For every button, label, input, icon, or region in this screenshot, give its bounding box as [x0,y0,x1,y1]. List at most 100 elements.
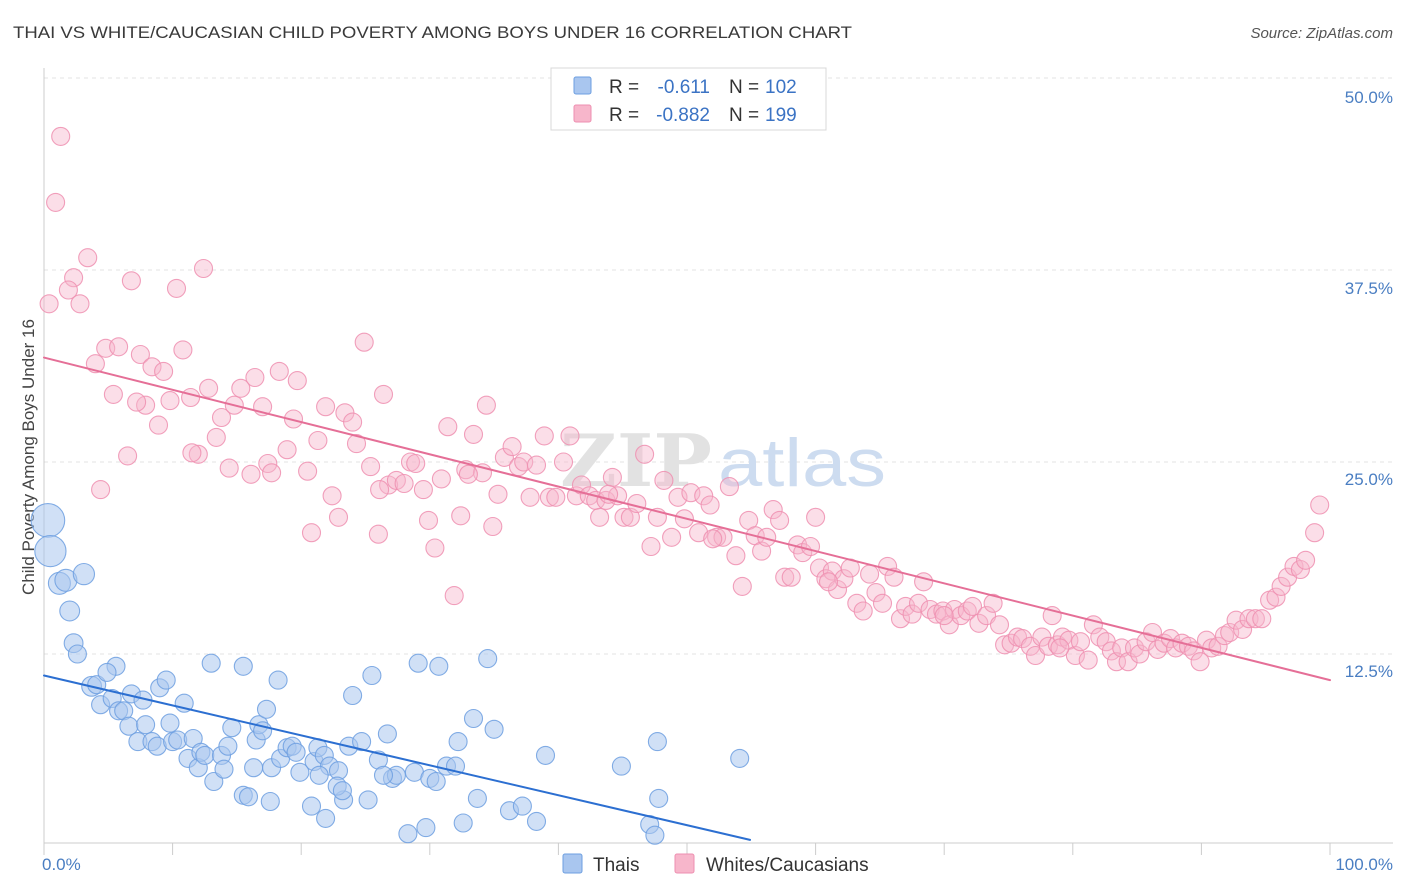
whites-point [431,469,451,489]
whites-point [316,397,336,417]
whites-point [219,458,239,478]
whites-point [983,593,1003,613]
source-label: Source: ZipAtlas.com [1250,25,1393,42]
thais-point [467,788,487,808]
thais-point [218,736,238,756]
thais-point [286,742,306,762]
thais-point [426,771,446,792]
stats-n-label: N = [729,105,759,126]
whites-point [781,567,801,587]
thais-point [478,649,498,669]
thais-point [290,762,310,782]
whites-point [726,546,746,566]
thais-point [377,724,397,744]
whites-point [818,572,839,592]
whites-point [526,455,547,475]
whites-point [181,387,201,408]
whites-point [262,463,282,483]
whites-point [51,126,71,146]
whites-point [199,378,219,398]
thais-point [256,699,277,719]
whites-point [130,344,150,365]
thais-point [67,644,87,664]
thais-point [260,791,280,812]
stats-swatch-whites [573,104,592,123]
whites-point [902,604,922,624]
whites-point [1025,645,1046,666]
whites-point [641,536,661,557]
watermark-atlas-text: atlas [718,425,886,501]
y-tick-label-50: 50.0% [1345,88,1393,107]
whites-point [458,464,478,484]
whites-point [160,391,180,411]
stats-r-value: -0.882 [656,105,710,126]
y-tick-label-12-5: 12.5% [1345,662,1393,681]
thais-point [358,790,378,810]
thais-point [730,748,750,768]
thais-point [204,771,224,792]
stats-r-value: -0.611 [658,77,710,98]
thais-point [526,811,547,831]
whites-point [732,576,752,596]
whites-point [770,510,790,530]
whites-point [148,415,169,435]
whites-point [394,473,414,494]
whites-point [872,593,893,613]
whites-point [64,268,84,288]
thais-point [59,600,81,622]
thais-point [233,656,253,676]
whites-point [182,443,202,463]
whites-point [451,506,471,526]
stats-legend-box [550,67,827,131]
whites-point [206,427,226,447]
stats-swatch-thais [573,76,592,95]
stats-n-label: N = [729,77,759,98]
whites-point [546,487,566,507]
whites-point [39,294,59,314]
whites-point [328,507,349,527]
stats-n-value: 102 [765,77,797,98]
whites-point [386,470,406,490]
whites-point [173,340,193,360]
whites-point [1050,638,1070,658]
x-axis-ticks [43,843,1331,855]
whites-point [361,457,381,477]
x-tick-label-100: 100.0% [1335,855,1393,874]
thais-point [645,825,665,845]
thais-point [97,662,117,682]
whites-point [301,523,322,543]
whites-point [1130,644,1150,664]
thais-point [512,796,532,816]
whites-point [413,480,433,500]
whites-point [46,192,66,212]
whites-point [78,248,98,268]
whites-point [245,367,265,388]
whites-point [908,593,929,613]
whites-point [627,493,647,514]
whites-point [370,480,390,500]
whites-point [668,487,688,507]
zipatlas-watermark: ZIP atlas [560,418,886,503]
thais-point [301,796,322,816]
thais-point [352,732,372,752]
thais-point [416,818,436,838]
whites-point [635,444,655,464]
thais-points [30,503,750,845]
whites-point [298,461,318,481]
thais-trend-line [43,674,752,841]
watermark-zip-text: ZIP [560,418,712,503]
whites-points [39,126,1330,672]
whites-point [520,487,540,507]
whites-point [1252,609,1272,629]
thais-point [332,781,352,801]
whites-point [322,486,342,506]
whites-point [283,409,304,429]
whites-point [241,464,261,484]
scatter-points [30,126,1330,845]
y-tick-label-37-5: 37.5% [1345,279,1393,298]
thais-point [195,745,215,765]
thais-point [201,653,221,673]
whites-trend-line [43,356,1331,682]
whites-point [763,500,783,520]
whites-point [977,606,997,626]
